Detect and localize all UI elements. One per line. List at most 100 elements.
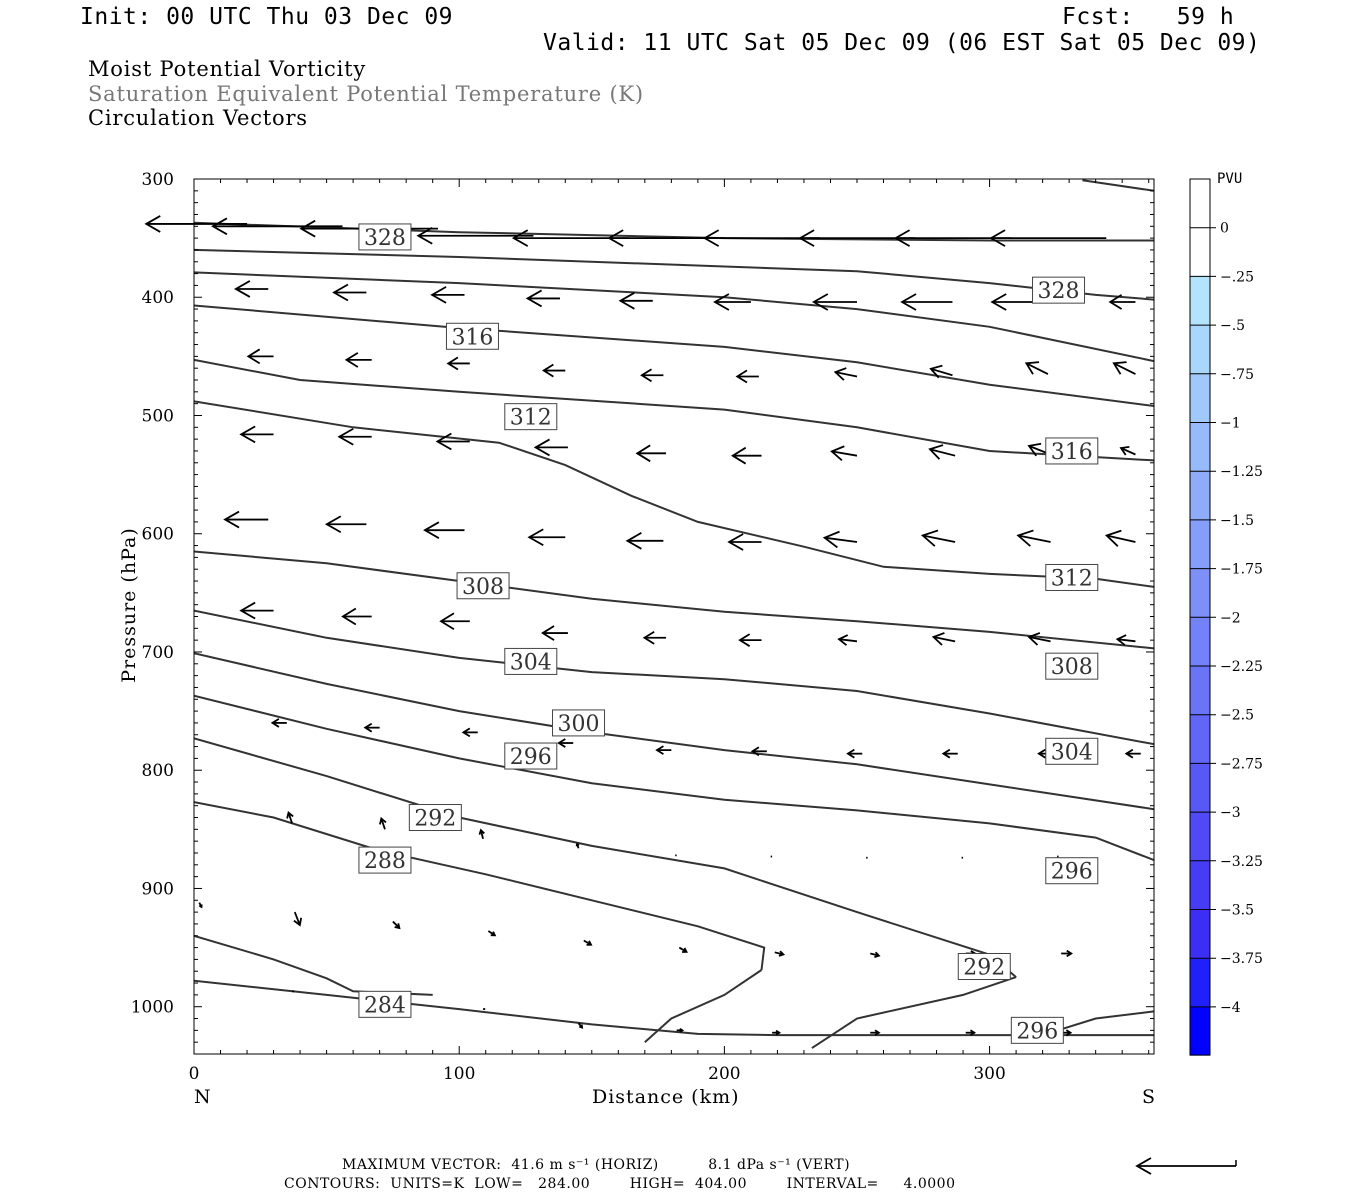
- x-axis-title: Distance (km): [592, 1086, 740, 1108]
- vector-head: [822, 530, 840, 549]
- vector-head: [607, 229, 624, 247]
- vector-32: [435, 432, 470, 451]
- contour-label-text: 308: [462, 575, 504, 600]
- vector-head: [579, 1024, 584, 1029]
- colorbar-box-7: [1190, 519, 1210, 569]
- contour-label-text: 312: [510, 406, 552, 431]
- vector-51: [341, 607, 372, 626]
- vector-30: [239, 425, 274, 444]
- vector-head: [446, 356, 459, 371]
- vector-73: [575, 842, 580, 849]
- contour-line-320: [194, 304, 1154, 407]
- vector-61: [363, 722, 380, 733]
- y-tick-label-700: 700: [142, 643, 174, 663]
- y-tick-label-400: 400: [142, 288, 174, 308]
- y-tick-label-300: 300: [142, 170, 174, 190]
- vector-head: [702, 229, 720, 247]
- contour-label-296: 296: [1045, 857, 1099, 885]
- vector-head: [211, 217, 228, 236]
- vector-63: [557, 738, 574, 748]
- vector-91: [577, 1022, 584, 1029]
- vector-35: [731, 446, 762, 465]
- x-tick-label-300: 300: [973, 1064, 1005, 1084]
- vector-48: [1016, 529, 1051, 547]
- colorbar-box-8: [1190, 568, 1210, 618]
- vector-head: [811, 293, 829, 311]
- vector-head: [223, 510, 240, 529]
- vector-head: [846, 748, 855, 759]
- contour-labels: 3283283163163123123083083043043002962962…: [358, 223, 1099, 1044]
- y-tick-label-800: 800: [142, 761, 174, 781]
- vector-66: [846, 748, 863, 759]
- colorbar-label--2.5: −2.5: [1220, 708, 1254, 724]
- colorbar-box-15: [1190, 909, 1210, 959]
- vector-67: [941, 748, 958, 759]
- vector-28: [1024, 361, 1049, 375]
- colorbar-label--4: −4: [1220, 1000, 1241, 1016]
- vector-head: [625, 532, 642, 550]
- vector-head: [337, 427, 354, 446]
- contour-label-box: [358, 223, 412, 251]
- colorbar-box-11: [1190, 714, 1210, 764]
- vector-head: [775, 1029, 782, 1036]
- pv-region-3: [644, 257, 804, 274]
- vector-head: [293, 917, 303, 927]
- colorbar-box-17: [1190, 1006, 1210, 1056]
- contour-label-box: [1032, 276, 1086, 304]
- vector-head: [727, 533, 744, 551]
- vector-45: [727, 533, 762, 551]
- vector-head: [874, 951, 881, 958]
- contour-label-text: 304: [510, 650, 552, 675]
- colorbar-box-16: [1190, 958, 1210, 1007]
- colorbar-box-2: [1190, 276, 1210, 326]
- colorbar-label--.25: −.25: [1220, 269, 1254, 285]
- vector-head: [990, 293, 1007, 311]
- vector-head: [286, 811, 294, 819]
- vector-17: [900, 293, 953, 311]
- vector-47: [920, 529, 956, 547]
- vector-33: [533, 438, 568, 457]
- reference-vector-arrow: [1135, 1157, 1236, 1175]
- reference-vector: [1135, 1157, 1237, 1175]
- vector-head: [246, 348, 261, 365]
- vector-shaft: [380, 818, 386, 830]
- vector-57: [931, 632, 956, 646]
- vector-19: [1108, 294, 1136, 310]
- forecast-hour: Fcst: 59 h: [1062, 4, 1235, 30]
- contour-line-296: [194, 694, 1154, 862]
- vector-head: [394, 923, 401, 930]
- vector-head: [324, 515, 342, 534]
- contour-label-292: 292: [408, 804, 462, 832]
- vector-85: [774, 950, 786, 957]
- vector-36: [830, 445, 858, 462]
- vector-54: [642, 630, 667, 645]
- contour-label-box: [1045, 652, 1099, 680]
- vector-shaft: [1117, 638, 1136, 643]
- contour-label-box: [1045, 857, 1099, 885]
- vector-head: [1024, 361, 1040, 375]
- vector-head: [144, 215, 161, 233]
- vector-94: [870, 1029, 881, 1036]
- colorbar-label-0: 0: [1220, 221, 1229, 237]
- contour-label-box: [504, 403, 558, 431]
- circulation-vectors: [144, 215, 1141, 1037]
- contour-line-292b: [811, 976, 1017, 1049]
- contour-label-312: 312: [1045, 563, 1099, 591]
- contour-label-box: [504, 647, 558, 675]
- vector-head: [833, 367, 847, 381]
- vector-31: [337, 427, 372, 446]
- vector-head: [1016, 529, 1034, 547]
- vector-shaft: [929, 448, 956, 457]
- y-tick-label-1000: 1000: [131, 998, 174, 1018]
- vector-head: [525, 289, 543, 308]
- vector-head: [941, 748, 951, 759]
- vector-81: [392, 920, 401, 930]
- contour-line-308: [194, 550, 1154, 650]
- contour-line-300: [194, 652, 1154, 811]
- vector-head: [1108, 294, 1123, 310]
- vector-head: [1027, 442, 1042, 457]
- y-tick-label-500: 500: [142, 406, 174, 426]
- contour-label-328: 328: [1032, 276, 1086, 304]
- contour-label-328: 328: [358, 223, 412, 251]
- vector-7: [989, 229, 1107, 247]
